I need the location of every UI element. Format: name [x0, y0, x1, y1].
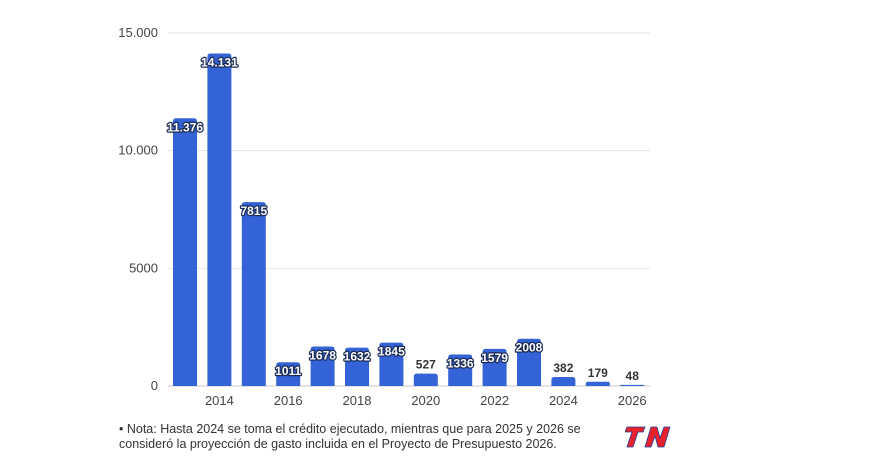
x-tick-label: 2022	[480, 393, 509, 408]
bar-label-2026: 48	[626, 369, 640, 383]
bar-label-2023: 2008	[516, 341, 543, 355]
bar-label-2020: 527	[416, 358, 436, 372]
x-tick-label: 2024	[549, 393, 578, 408]
bar-label-2018: 1632	[344, 350, 371, 364]
bar-label-2024: 382	[553, 361, 573, 375]
bar-label-2022: 1579	[481, 351, 508, 365]
x-tick-label: 2026	[618, 393, 647, 408]
bar-2019	[379, 342, 404, 386]
x-tick-label: 2016	[274, 393, 303, 408]
bar-2020	[413, 373, 438, 386]
bar-2025	[585, 381, 610, 386]
bar-label-2014: 14.131	[201, 55, 238, 69]
bar-2023	[517, 338, 541, 386]
bar-2018	[345, 347, 369, 386]
bars	[173, 53, 645, 387]
bar-2022	[482, 348, 507, 386]
y-axis-ticks: 0 5000 10.000 15.000	[118, 25, 158, 393]
x-tick-label: 2014	[205, 393, 234, 408]
footnote: • Nota: Hasta 2024 se toma el crédito ej…	[119, 422, 619, 452]
bar-label-2021: 1336	[447, 357, 474, 371]
bar-2024	[551, 377, 576, 386]
bar-2014	[207, 53, 232, 386]
y-tick-label: 15.000	[118, 25, 158, 40]
footnote-line-2: consideró la proyección de gasto incluid…	[119, 437, 557, 451]
bar-value-labels: 11.376 14.131 7815 1011 1678 1632 1845 527 1336 1…	[166, 54, 640, 383]
bar-2015	[241, 202, 266, 386]
bar-chart: 0 5000 10.000 15.000 11.376 14.131 7815 1011 16…	[118, 25, 650, 408]
x-tick-label: 2018	[343, 393, 372, 408]
footnote-line-1: • Nota: Hasta 2024 se toma el crédito ej…	[119, 422, 581, 436]
y-tick-label: 5000	[129, 260, 158, 275]
tn-logo-mark	[625, 426, 671, 448]
bar-label-2017: 1678	[309, 349, 336, 363]
bar-label-2016: 1011	[275, 364, 301, 378]
x-tick-label: 2020	[411, 393, 440, 408]
bar-2016	[276, 362, 301, 386]
y-tick-label: 10.000	[118, 143, 158, 158]
bar-2017	[310, 346, 335, 386]
y-tick-label: 0	[151, 378, 158, 393]
bar-2013	[173, 118, 197, 387]
bar-2026	[620, 384, 645, 386]
bar-2021	[448, 354, 473, 386]
x-axis-ticks: 2014 2016 2018 2020 2022 2024 2026	[205, 393, 647, 408]
bar-label-2015: 7815	[240, 204, 267, 218]
bar-label-2013: 11.376	[167, 120, 203, 134]
bar-label-2019: 1845	[378, 345, 405, 359]
tn-logo	[625, 426, 671, 448]
bar-label-2025: 179	[588, 366, 608, 380]
